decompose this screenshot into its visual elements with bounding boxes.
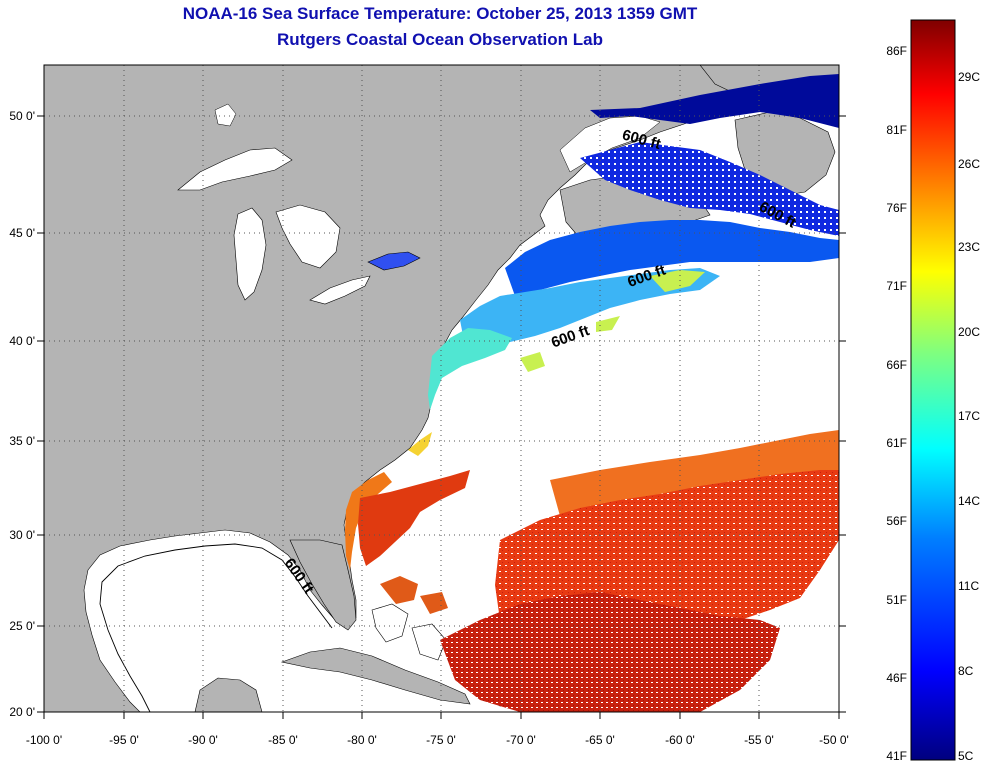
colorbar-f-label: 66F [886,358,907,372]
sst-mid-blue [505,220,839,296]
lat-tick-label: 45 0' [9,226,35,240]
colorbar-c-label: 5C [958,749,974,763]
lon-tick-label: -65 0' [585,733,615,747]
sst-south-darkred [440,592,780,712]
sst-offshore-red [358,470,470,566]
lon-tick-label: -80 0' [347,733,377,747]
lon-tick-label: -100 0' [26,733,62,747]
sst-dark-blue [590,74,839,128]
lon-tick-label: -60 0' [665,733,695,747]
sst-light-blue [460,268,720,348]
lat-tick-label: 30 0' [9,528,35,542]
lat-tick-label: 50 0' [9,109,35,123]
colorbar-c-label: 29C [958,70,980,84]
lon-tick-label: -85 0' [268,733,298,747]
colorbar-f-label: 46F [886,671,907,685]
lon-tick-labels: -100 0' -95 0' -90 0' -85 0' -80 0' -75 … [26,733,849,747]
lake-erie [309,275,371,305]
lat-tick-label: 20 0' [9,705,35,719]
colorbar-c-label: 14C [958,494,980,508]
colorbar-f-label: 86F [886,44,907,58]
lat-tick-label: 25 0' [9,619,35,633]
lake-ontario [367,251,421,271]
map-subtitle: Rutgers Coastal Ocean Observation Lab [277,30,603,49]
colorbar-f-labels: 86F 81F 76F 71F 66F 61F 56F 51F 46F 41F [886,44,907,763]
sst-cyan [428,328,512,410]
colorbar-c-label: 8C [958,664,974,678]
lon-tick-label: -75 0' [426,733,456,747]
lon-tick-label: -70 0' [506,733,536,747]
bahamas-banks [371,603,447,661]
lake-nipigon [214,103,237,127]
colorbar-c-label: 11C [958,579,979,593]
sst-sargasso-orange [550,430,839,520]
colorbar-c-label: 26C [958,157,980,171]
lon-tick-label: -95 0' [109,733,139,747]
sst-gulfstream-yellow [408,432,432,456]
sst-blue [580,142,839,236]
lake-huron [275,204,341,269]
colorbar-c-label: 20C [958,325,980,339]
gulf-contour [99,543,333,712]
lon-tick-label: -50 0' [819,733,849,747]
sst-yellow-green [520,270,705,372]
lat-tick-label: 35 0' [9,434,35,448]
colorbar-f-label: 41F [886,749,907,763]
lon-tick-label: -90 0' [188,733,218,747]
land-florida [289,539,357,631]
colorbar-f-label: 76F [886,201,907,215]
land-yucatan [194,677,263,712]
sst-bahamas-scatter [380,576,448,614]
colorbar-f-label: 56F [886,514,907,528]
lat-tick-label: 40 0' [9,334,35,348]
land-cuba [280,647,471,705]
tick-marks [37,115,846,719]
colorbar-f-label: 71F [886,279,907,293]
map-title: NOAA-16 Sea Surface Temperature: October… [182,4,698,23]
colorbar-c-label: 23C [958,240,980,254]
colorbar-c-labels: 29C 26C 23C 20C 17C 14C 11C 8C 5C [958,70,980,763]
lat-tick-labels: 20 0' 25 0' 30 0' 35 0' 40 0' 45 0' 50 0… [9,109,35,719]
colorbar-f-label: 61F [886,436,907,450]
lon-tick-label: -55 0' [744,733,774,747]
sst-florida-current [345,472,392,570]
lake-michigan [233,207,267,301]
colorbar-c-label: 17C [958,409,980,423]
colorbar-f-label: 81F [886,123,907,137]
colorbar-f-label: 51F [886,593,907,607]
colorbar [910,19,956,761]
lake-superior [177,147,293,191]
